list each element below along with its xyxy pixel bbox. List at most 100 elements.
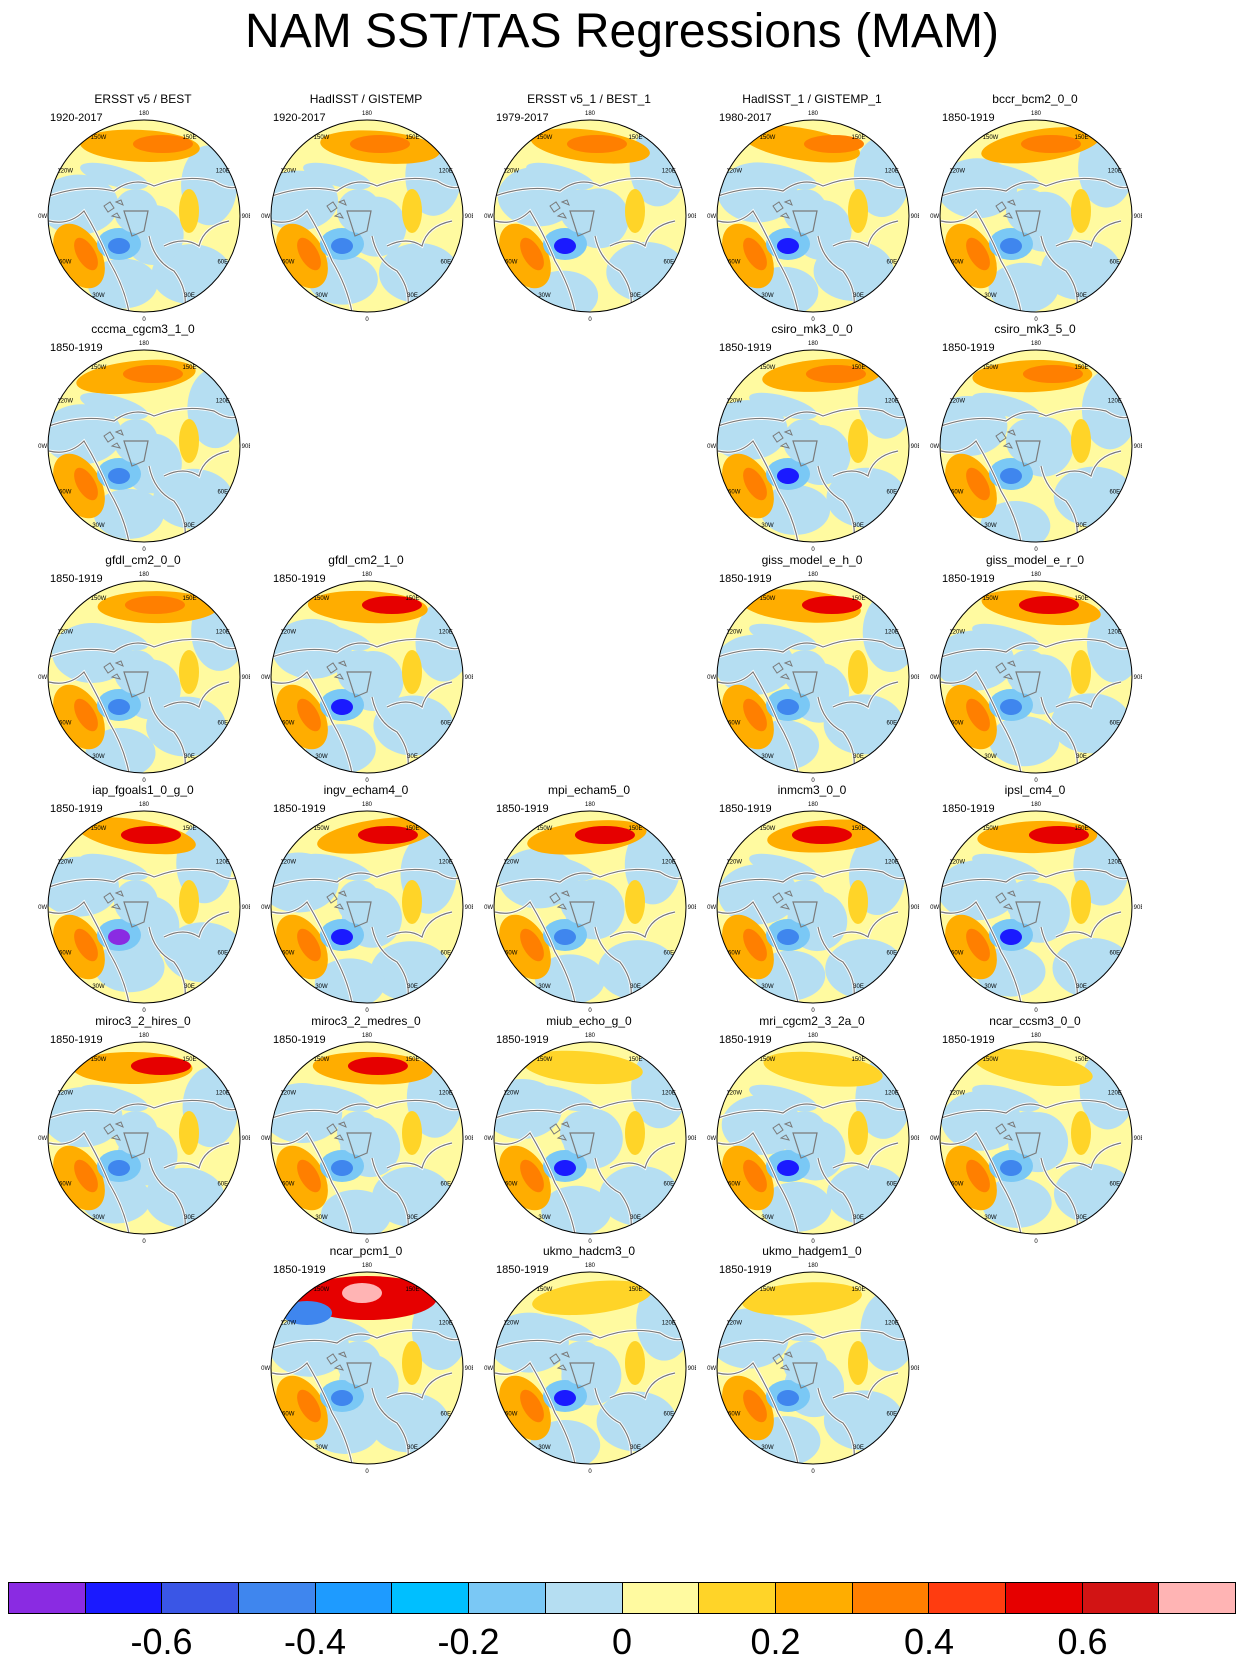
- longitude-label: 90E: [242, 214, 250, 220]
- longitude-label: 150W: [537, 1057, 553, 1063]
- panel-period: 1850-1919: [50, 342, 103, 354]
- longitude-label: 90E: [1134, 1136, 1142, 1142]
- longitude-label: 120E: [662, 1321, 676, 1327]
- polar-map: 180 150E 120E 90E 60E 30E 0 30W 60W 90W 120W 150W: [261, 1263, 473, 1474]
- longitude-label: 30W: [538, 1445, 551, 1451]
- longitude-label: 180: [362, 111, 373, 117]
- longitude-label: 90E: [242, 675, 250, 681]
- longitude-label: 90E: [911, 214, 919, 220]
- longitude-label: 90E: [911, 1136, 919, 1142]
- colorbar-box: [392, 1583, 470, 1613]
- longitude-label: 90W: [261, 1136, 271, 1142]
- longitude-label: 150W: [760, 365, 776, 371]
- longitude-label: 90W: [261, 214, 271, 220]
- longitude-label: 90E: [688, 905, 696, 911]
- longitude-label: 150E: [182, 826, 196, 832]
- longitude-label: 0: [1034, 317, 1038, 322]
- panel-title: HadISST_1 / GISTEMP_1: [742, 92, 882, 106]
- longitude-label: 0: [811, 547, 815, 552]
- longitude-label: 60E: [886, 951, 897, 957]
- longitude-label: 120W: [57, 399, 73, 405]
- polar-map: 180 150E 120E 90E 60E 30E 0 30W 60W 90W 120W 150W: [38, 572, 250, 783]
- colorbar-tick-label: 0.2: [750, 1621, 801, 1662]
- longitude-label: 120W: [726, 860, 742, 866]
- colorbar-box: [1159, 1583, 1235, 1613]
- polar-map: 180 150E 120E 90E 60E 30E 0 30W 60W 90W 120W 150W: [930, 802, 1142, 1013]
- longitude-label: 180: [585, 802, 596, 808]
- longitude-label: 30E: [1076, 293, 1087, 299]
- longitude-label: 120W: [57, 169, 73, 175]
- longitude-label: 180: [362, 1263, 373, 1269]
- panel-period: 1850-1919: [719, 1264, 772, 1276]
- longitude-label: 90W: [930, 675, 940, 681]
- longitude-label: 60W: [282, 1182, 295, 1188]
- colorbar-box: [699, 1583, 776, 1613]
- longitude-label: 150E: [405, 135, 419, 141]
- longitude-label: 180: [808, 341, 819, 347]
- panel-title: bccr_bcm2_0_0: [992, 92, 1078, 106]
- longitude-label: 60W: [728, 951, 741, 957]
- panel-period: 1980-2017: [719, 112, 772, 124]
- longitude-label: 150W: [314, 135, 330, 141]
- longitude-label: 0: [365, 1239, 369, 1244]
- longitude-label: 90W: [38, 905, 48, 911]
- longitude-label: 180: [362, 572, 373, 578]
- map-panel: ukmo_hadcm3_0 1850-1919 180 150E 120E 90E 60E 3…: [484, 1244, 704, 1479]
- longitude-label: 120W: [726, 1091, 742, 1097]
- longitude-label: 60W: [505, 1182, 518, 1188]
- longitude-label: 60E: [440, 721, 451, 727]
- longitude-label: 30W: [315, 754, 328, 760]
- longitude-label: 150W: [314, 826, 330, 832]
- longitude-label: 90W: [38, 444, 48, 450]
- polar-map: 180 150E 120E 90E 60E 30E 0 30W 60W 90W 120W 150W: [930, 1033, 1142, 1244]
- panel-title: inmcm3_0_0: [777, 783, 847, 797]
- longitude-label: 180: [808, 1033, 819, 1039]
- longitude-label: 60E: [440, 1182, 451, 1188]
- longitude-label: 120W: [503, 169, 519, 175]
- panel-period: 1920-2017: [273, 112, 326, 124]
- longitude-label: 60W: [282, 260, 295, 266]
- longitude-label: 180: [1031, 802, 1042, 808]
- longitude-label: 180: [139, 341, 150, 347]
- longitude-label: 60E: [217, 721, 228, 727]
- longitude-label: 120E: [216, 1091, 230, 1097]
- longitude-label: 30E: [407, 1445, 418, 1451]
- longitude-label: 30W: [761, 754, 774, 760]
- longitude-label: 60W: [59, 951, 72, 957]
- longitude-label: 180: [585, 111, 596, 117]
- longitude-label: 60E: [886, 1182, 897, 1188]
- longitude-label: 120E: [885, 860, 899, 866]
- longitude-label: 150E: [405, 596, 419, 602]
- colorbar-tick-label: 0: [611, 1621, 633, 1662]
- longitude-label: 60W: [282, 721, 295, 727]
- panel-period: 1850-1919: [496, 1034, 549, 1046]
- longitude-label: 150W: [537, 826, 553, 832]
- longitude-label: 30E: [853, 523, 864, 529]
- longitude-label: 0: [142, 547, 146, 552]
- longitude-label: 120E: [439, 1321, 453, 1327]
- longitude-label: 60W: [505, 260, 518, 266]
- longitude-label: 30W: [92, 1215, 105, 1221]
- colorbar-box: [162, 1583, 240, 1613]
- longitude-label: 150E: [405, 826, 419, 832]
- longitude-label: 150E: [182, 135, 196, 141]
- longitude-label: 150E: [851, 596, 865, 602]
- panel-period: 1850-1919: [719, 803, 772, 815]
- panel-period: 1850-1919: [496, 1264, 549, 1276]
- longitude-label: 150W: [91, 596, 107, 602]
- polar-map: 180 150E 120E 90E 60E 30E 0 30W 60W 90W 120W 150W: [707, 341, 919, 552]
- longitude-label: 90W: [38, 1136, 48, 1142]
- longitude-label: 90W: [38, 214, 48, 220]
- longitude-label: 120W: [726, 169, 742, 175]
- longitude-label: 0: [588, 1008, 592, 1013]
- longitude-label: 60W: [59, 721, 72, 727]
- longitude-label: 60W: [728, 721, 741, 727]
- colorbar-box: [239, 1583, 316, 1613]
- longitude-label: 120W: [503, 860, 519, 866]
- map-panel: mpi_echam5_0 1850-1919 180 150E 120E 90E 60E 30…: [484, 783, 704, 1018]
- longitude-label: 30W: [761, 1215, 774, 1221]
- longitude-label: 120W: [949, 630, 965, 636]
- longitude-label: 30E: [630, 1215, 641, 1221]
- longitude-label: 0: [142, 1239, 146, 1244]
